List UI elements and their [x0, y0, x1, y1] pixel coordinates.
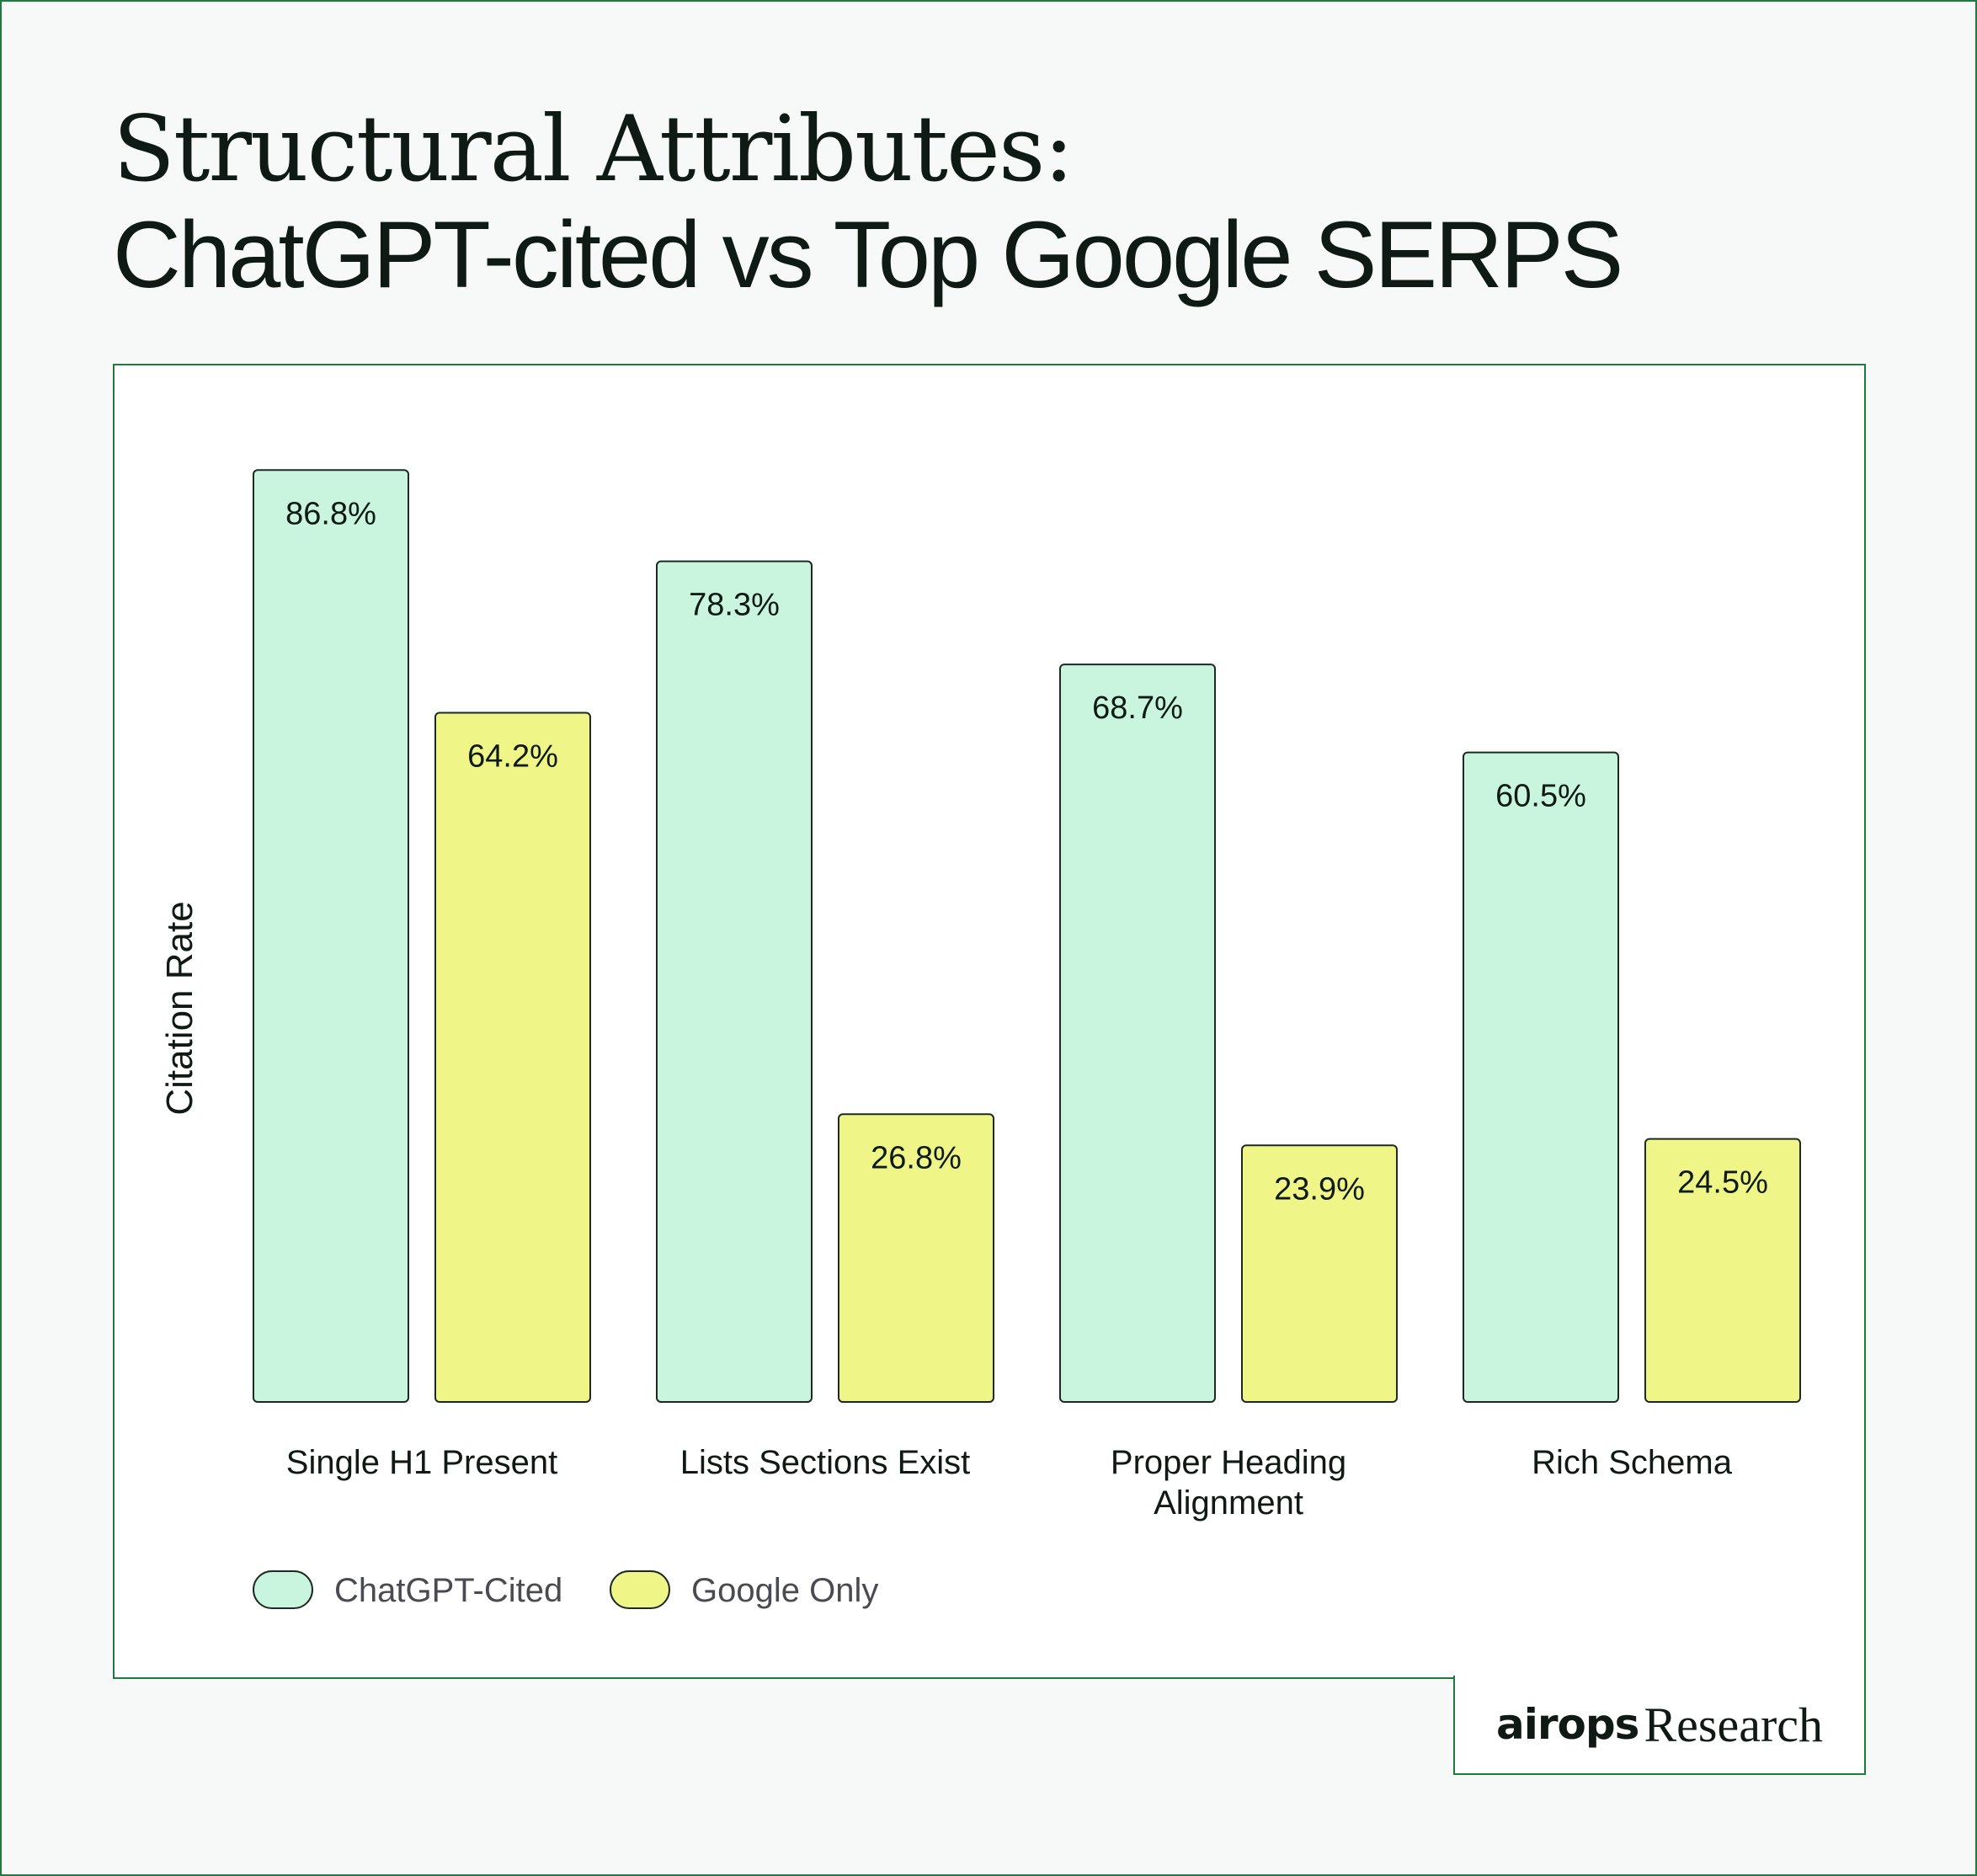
data-label-google-3: 23.9% — [1274, 1171, 1365, 1207]
bar-chatgpt-2 — [656, 560, 813, 1404]
x-tick-label-1: Single H1 Present — [286, 1444, 557, 1481]
legend-label-google: Google Only — [691, 1572, 878, 1609]
x-tick-label-2: Lists Sections Exist — [680, 1444, 971, 1481]
legend-swatch-google — [610, 1570, 670, 1609]
title-line-2: ChatGPT-cited vs Top Google SERPS — [113, 202, 1623, 307]
brand-research-text: Research — [1644, 1697, 1823, 1752]
data-label-chatgpt-2: 78.3% — [689, 588, 780, 623]
bar-google-2 — [838, 1113, 994, 1403]
bar-google-3 — [1241, 1144, 1398, 1404]
bar-google-1 — [434, 711, 591, 1403]
y-axis-label: Citation Rate — [159, 901, 200, 1115]
x-tick-label-4: Rich Schema — [1532, 1444, 1733, 1481]
bar-google-4 — [1644, 1138, 1801, 1403]
legend-label-chatgpt: ChatGPT-Cited — [334, 1572, 562, 1609]
chart-panel: Citation Rate 86.8% 64.2% Single H1 Present… — [113, 364, 1866, 1679]
bar-chatgpt-3 — [1059, 664, 1216, 1403]
x-tick-label-3-line-1: Proper Heading — [1111, 1444, 1346, 1481]
data-label-google-2: 26.8% — [871, 1140, 962, 1175]
data-label-chatgpt-4: 60.5% — [1495, 779, 1586, 814]
bar-chart: Citation Rate 86.8% 64.2% Single H1 Present… — [159, 469, 1801, 1609]
page-title: Structural Attributes: ChatGPT-cited vs … — [113, 97, 1623, 308]
data-label-chatgpt-3: 68.7% — [1092, 690, 1183, 726]
airops-logo: airops — [1496, 1700, 1639, 1749]
x-tick-label-3-line-2: Alignment — [1154, 1484, 1303, 1522]
title-line-1: Structural Attributes: — [113, 97, 1074, 202]
bar-chatgpt-1 — [253, 469, 409, 1403]
bar-chatgpt-4 — [1463, 751, 1619, 1403]
brand-badge: airops Research — [1453, 1676, 1866, 1775]
data-label-chatgpt-1: 86.8% — [285, 496, 376, 531]
legend-swatch-chatgpt — [253, 1570, 313, 1609]
data-label-google-1: 64.2% — [467, 738, 558, 774]
data-label-google-4: 24.5% — [1677, 1165, 1768, 1201]
